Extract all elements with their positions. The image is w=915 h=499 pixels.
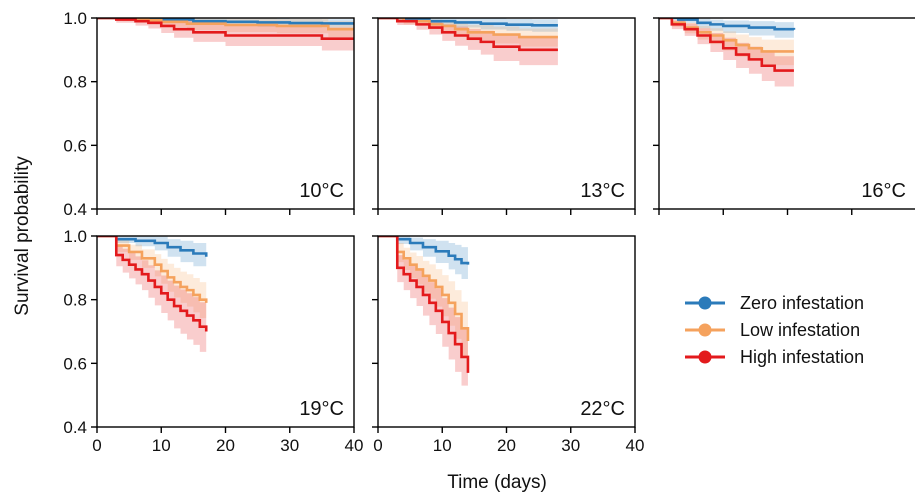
survival-curve-zero-infestation bbox=[659, 18, 796, 31]
x-tick-label: 0 bbox=[373, 436, 382, 455]
y-tick-label: 0.6 bbox=[63, 136, 87, 155]
y-axis-title: Survival probability bbox=[12, 156, 33, 316]
x-tick-label: 20 bbox=[497, 436, 516, 455]
panel-temperature-label: 13°C bbox=[580, 180, 625, 202]
panel-temperature-label: 19°C bbox=[299, 398, 344, 420]
x-tick-label: 10 bbox=[152, 436, 171, 455]
confidence-band-low-infestation bbox=[97, 236, 207, 322]
survival-curve-high-infestation bbox=[659, 18, 794, 72]
survival-curve-low-infestation bbox=[378, 236, 470, 342]
panel-data bbox=[659, 18, 796, 87]
confidence-band-zero-infestation bbox=[378, 236, 468, 282]
panel-temperature-label: 22°C bbox=[580, 398, 625, 420]
panel-temperature-label: 16°C bbox=[861, 180, 906, 202]
legend-item: Low infestation bbox=[685, 320, 860, 340]
confidence-band-zero-infestation bbox=[97, 236, 207, 272]
y-tick-label: 0.8 bbox=[63, 73, 87, 92]
survival-curve-high-infestation bbox=[97, 236, 208, 332]
confidence-band-high-infestation bbox=[659, 18, 794, 87]
survival-curve-low-infestation bbox=[97, 236, 208, 303]
y-tick-label: 0.8 bbox=[63, 291, 87, 310]
legend-item: High infestation bbox=[685, 347, 864, 367]
x-tick-label: 20 bbox=[216, 436, 235, 455]
confidence-band-high-infestation bbox=[97, 236, 207, 357]
y-tick-label: 1.0 bbox=[63, 227, 87, 246]
legend-marker bbox=[698, 323, 712, 337]
legend-marker bbox=[698, 296, 712, 310]
legend-label: Zero infestation bbox=[740, 293, 864, 313]
survival-curve-zero-infestation bbox=[378, 236, 470, 265]
survival-curve-high-infestation bbox=[378, 236, 470, 373]
x-axis-title: Time (days) bbox=[447, 472, 547, 493]
confidence-band-zero-infestation bbox=[659, 18, 794, 39]
x-tick-label: 40 bbox=[345, 436, 364, 455]
legend-marker bbox=[698, 350, 712, 364]
panel-3: 16°C bbox=[653, 17, 915, 215]
panel-data bbox=[97, 18, 354, 51]
panel-1: 0.4 0.6 0.8 1.0 10°C bbox=[63, 9, 355, 219]
panel-data bbox=[97, 236, 208, 357]
survival-curve-zero-infestation bbox=[97, 236, 208, 257]
x-tick-label: 30 bbox=[280, 436, 299, 455]
y-tick-label: 0.4 bbox=[63, 200, 87, 219]
x-tick-label: 30 bbox=[561, 436, 580, 455]
legend-label: Low infestation bbox=[740, 320, 860, 340]
y-tick-label: 0.4 bbox=[63, 418, 87, 437]
panel-temperature-label: 10°C bbox=[299, 180, 344, 202]
panel-data bbox=[378, 236, 470, 404]
x-tick-label: 0 bbox=[92, 436, 101, 455]
survival-curve-high-infestation bbox=[378, 18, 558, 52]
panel-data bbox=[378, 18, 558, 66]
y-tick-label: 1.0 bbox=[63, 9, 87, 28]
panels-group: 0.4 0.6 0.8 1.0 10°C 13°C 16°C 0.4 0.6 0.8 1.0 0 10 2… bbox=[63, 9, 915, 455]
legend-label: High infestation bbox=[740, 347, 864, 367]
legend: Zero infestation Low infestation High infe… bbox=[685, 293, 864, 367]
legend-item: Zero infestation bbox=[685, 293, 864, 313]
survival-curve-high-infestation bbox=[97, 18, 354, 40]
confidence-band-high-infestation bbox=[378, 236, 468, 404]
confidence-band-high-infestation bbox=[378, 18, 558, 66]
panel-2: 13°C bbox=[372, 17, 636, 215]
x-tick-label: 40 bbox=[626, 436, 645, 455]
survival-curve-zero-infestation bbox=[378, 18, 558, 27]
x-tick-label: 10 bbox=[433, 436, 452, 455]
confidence-band-zero-infestation bbox=[378, 18, 558, 32]
survival-curve-low-infestation bbox=[659, 18, 794, 53]
y-tick-label: 0.6 bbox=[63, 354, 87, 373]
